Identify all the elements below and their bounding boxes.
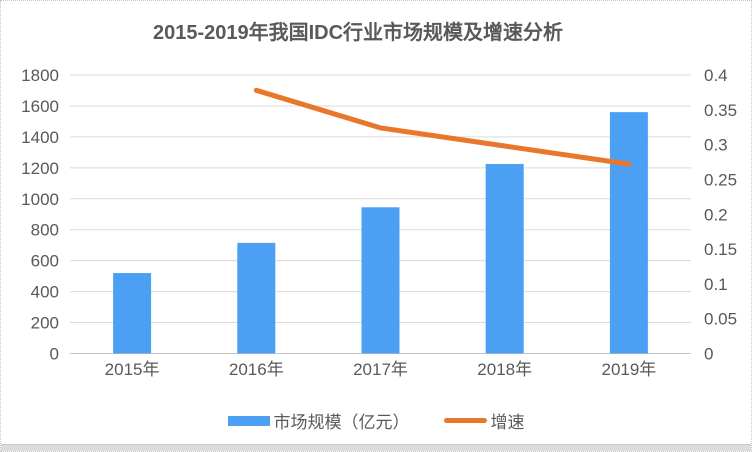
legend-label-market-size: 市场规模（亿元） xyxy=(273,413,410,432)
y-right-tick-label: 0.15 xyxy=(704,240,737,259)
legend-label-growth: 增速 xyxy=(490,413,525,432)
legend-item-market-size: 市场规模（亿元） xyxy=(227,408,410,433)
bar xyxy=(609,112,648,354)
y-left-tick-label: 800 xyxy=(31,221,59,240)
y-right-tick-label: 0.2 xyxy=(704,205,728,224)
y-left-tick-label: 1600 xyxy=(21,97,59,116)
legend-item-growth: 增速 xyxy=(443,408,525,433)
bar-series-swatch-icon xyxy=(227,415,270,426)
bar xyxy=(485,163,524,354)
x-tick-label: 2017年 xyxy=(353,360,408,379)
y-left-tick-label: 1800 xyxy=(21,66,59,85)
y-right-tick-label: 0.25 xyxy=(704,170,737,189)
x-tick-label: 2019年 xyxy=(601,360,656,379)
y-left-tick-label: 200 xyxy=(31,314,59,333)
y-right-tick-label: 0.1 xyxy=(704,275,728,294)
line-series-swatch-icon xyxy=(443,418,487,423)
y-right-tick-label: 0.35 xyxy=(704,101,737,120)
y-left-tick-label: 1400 xyxy=(21,128,59,147)
y-left-tick-label: 600 xyxy=(31,252,59,271)
x-tick-label: 2016年 xyxy=(229,360,284,379)
bar xyxy=(113,273,152,354)
y-left-tick-label: 1000 xyxy=(21,190,59,209)
y-left-tick-label: 1200 xyxy=(21,159,59,178)
growth-line xyxy=(253,87,632,167)
chart-title: 2015-2019年我国IDC行业市场规模及增速分析 xyxy=(152,22,564,44)
y-left-tick-label: 0 xyxy=(50,345,59,364)
x-tick-label: 2015年 xyxy=(105,360,160,379)
y-right-tick-label: 0.4 xyxy=(704,66,728,85)
y-right-tick-label: 0 xyxy=(704,345,713,364)
legend: 市场规模（亿元） 增速 xyxy=(1,408,751,433)
x-tick-label: 2018年 xyxy=(477,360,532,379)
y-right-tick-label: 0.05 xyxy=(704,310,737,329)
y-right-tick-label: 0.3 xyxy=(704,136,728,155)
bar xyxy=(361,207,400,354)
bar xyxy=(237,242,276,354)
y-left-tick-label: 400 xyxy=(31,283,59,302)
bottom-edge-strip xyxy=(1,444,751,451)
